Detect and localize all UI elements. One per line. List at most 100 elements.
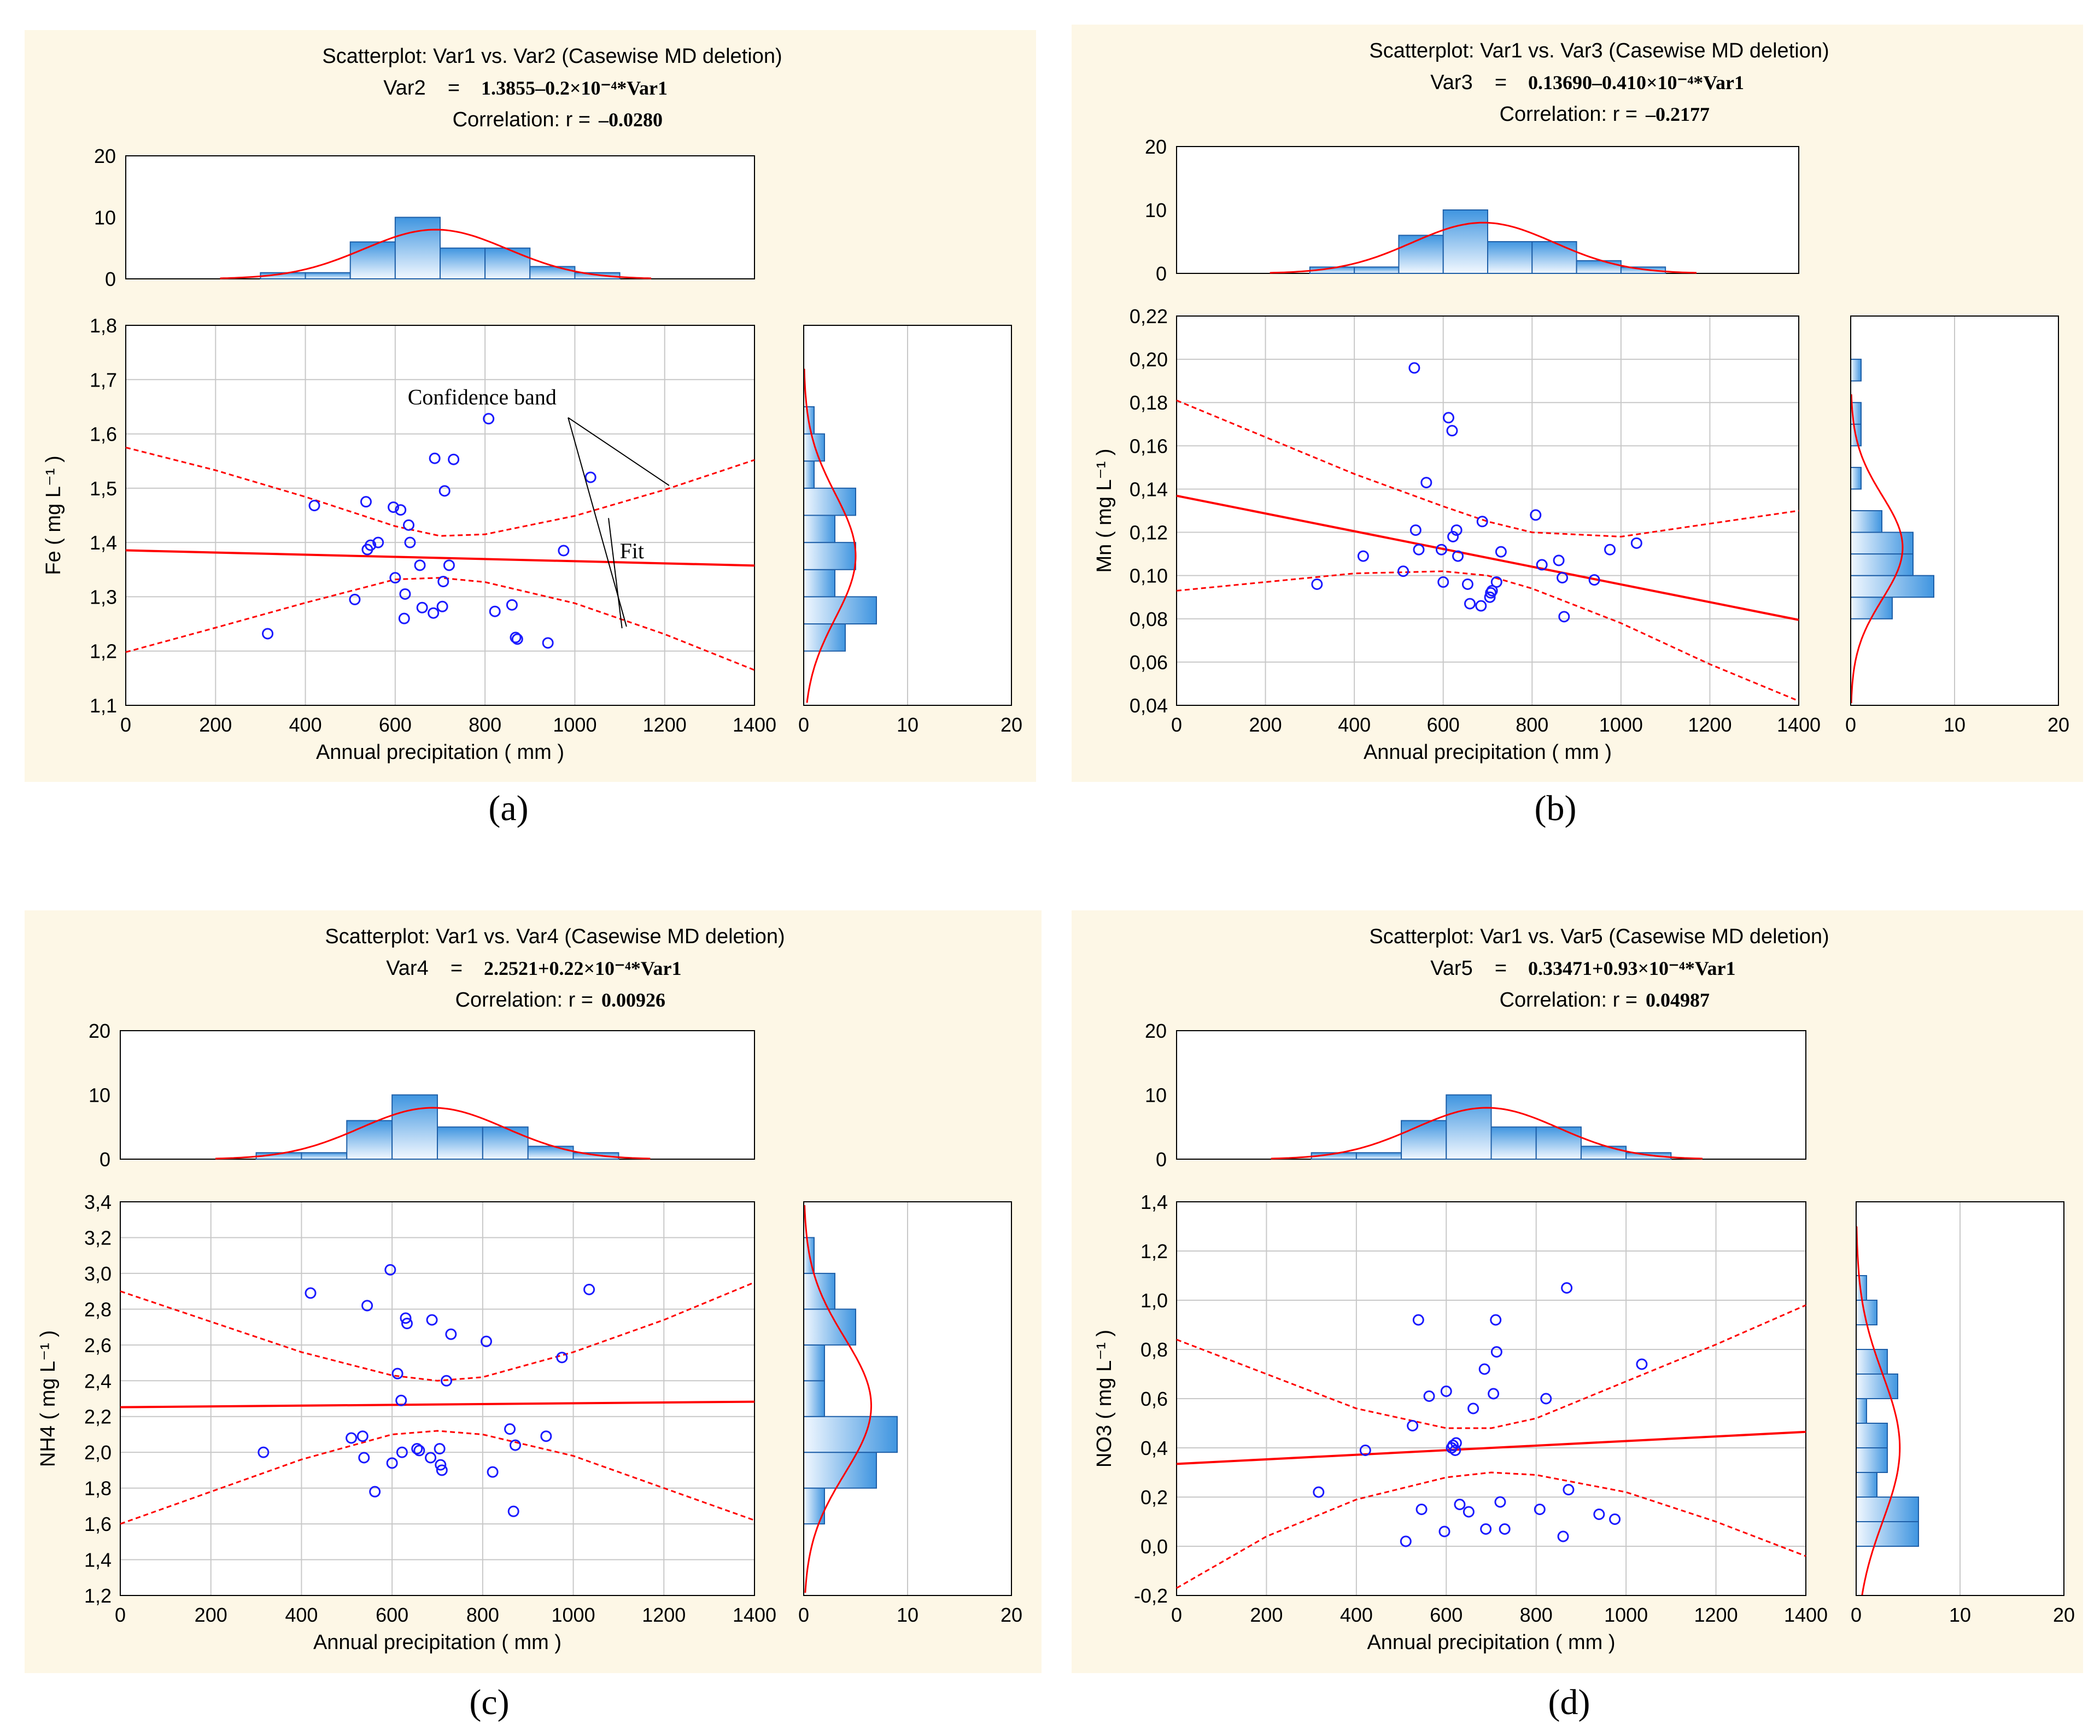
y-tick-label: 2,6 <box>84 1334 112 1357</box>
y-axis-label: Mn ( mg L⁻¹ ) <box>1093 449 1116 573</box>
chart-title: Scatterplot: Var1 vs. Var2 (Casewise MD … <box>322 45 782 68</box>
x-tick-label: 600 <box>379 714 412 736</box>
y-tick-label: 1,6 <box>84 1513 112 1535</box>
x-tick-label: 800 <box>1516 714 1548 736</box>
chart-title: Scatterplot: Var1 vs. Var5 (Casewise MD … <box>1369 925 1829 948</box>
data-point <box>1438 1525 1450 1538</box>
y-histogram-bar <box>1850 466 1862 490</box>
x-tick-label: 1000 <box>553 714 596 736</box>
data-point <box>1499 1523 1511 1535</box>
y-histogram-bar <box>1856 1373 1898 1399</box>
x-tick-label: 800 <box>469 714 501 736</box>
data-point <box>556 1352 568 1364</box>
chart-panel-c: Scatterplot: Var1 vs. Var4 (Casewise MD … <box>25 910 1042 1673</box>
y-tick-label: 1,0 <box>1140 1289 1168 1312</box>
correlation-label: Correlation: r = <box>1500 103 1637 126</box>
x-histogram-tick: 20 <box>1145 136 1167 158</box>
data-point <box>1435 543 1447 556</box>
data-point <box>511 633 523 645</box>
x-histogram-bar <box>1398 235 1444 274</box>
data-point <box>401 1318 413 1330</box>
equation-label: Var4 <box>386 957 428 980</box>
data-point <box>1311 578 1323 590</box>
y-histogram-bar <box>1856 1497 1919 1522</box>
scatter-plot-area <box>1176 315 1799 706</box>
data-point <box>1476 516 1488 528</box>
data-point <box>1408 362 1420 374</box>
equation-label: Var3 <box>1430 71 1472 94</box>
y-histogram-bar <box>1856 1423 1888 1448</box>
x-tick-label: 1200 <box>642 1604 686 1626</box>
y-histogram-bar <box>803 569 835 598</box>
y-histogram-tick: 20 <box>2053 1604 2075 1626</box>
y-tick-label: 0,14 <box>1130 478 1168 500</box>
data-point <box>1447 530 1459 542</box>
y-tick-label: 1,3 <box>90 586 117 608</box>
x-histogram-tick: 0 <box>105 268 116 290</box>
panel-caption: (b) <box>1535 788 1577 828</box>
x-histogram-bar <box>349 241 396 279</box>
x-tick-label: 1200 <box>643 714 687 736</box>
data-point <box>435 1459 447 1471</box>
confidence-band-upper <box>120 1281 755 1382</box>
x-histogram-bar <box>1531 241 1577 274</box>
data-point <box>1488 1388 1500 1400</box>
data-point <box>434 1443 446 1455</box>
data-point <box>1415 1504 1428 1515</box>
confidence-band-lower <box>120 1430 755 1525</box>
data-point <box>1450 524 1463 536</box>
y-axis-label: NH4 ( mg L⁻¹ ) <box>37 1330 60 1467</box>
data-point <box>1494 1496 1506 1508</box>
regression-fit-line <box>120 1400 755 1408</box>
data-point <box>1464 598 1476 610</box>
x-tick-label: 1200 <box>1688 714 1732 736</box>
data-point <box>1484 591 1496 603</box>
equation-label: Var2 <box>383 77 425 100</box>
confidence-band-upper <box>125 446 755 537</box>
x-tick-label: 200 <box>195 1604 227 1626</box>
y-histogram-bar <box>1856 1398 1867 1424</box>
data-point <box>1397 565 1409 577</box>
data-point <box>436 600 448 612</box>
data-point <box>346 1432 358 1444</box>
y-tick-label: 1,4 <box>90 531 117 554</box>
data-point <box>1461 578 1473 590</box>
data-point <box>395 504 407 516</box>
y-histogram-tick: 10 <box>1944 714 1966 736</box>
data-point <box>399 588 411 600</box>
x-histogram-bar <box>1576 260 1622 274</box>
panel-caption: (d) <box>1548 1682 1590 1722</box>
y-tick-label: 1,5 <box>90 477 117 500</box>
data-point <box>356 1430 368 1442</box>
y-tick-label: 0,12 <box>1130 522 1168 544</box>
equation-equals: = <box>1495 71 1507 94</box>
data-point <box>386 1457 398 1469</box>
y-axis-label: NO3 ( mg L⁻¹ ) <box>1093 1330 1116 1468</box>
data-point <box>436 1464 448 1476</box>
x-tick-label: 400 <box>285 1604 318 1626</box>
y-tick-label: 1,7 <box>90 369 117 391</box>
data-point <box>349 593 361 605</box>
y-histogram-bar <box>1850 553 1914 576</box>
data-point <box>1561 1282 1573 1294</box>
x-tick-label: 1000 <box>1599 714 1643 736</box>
data-point <box>1553 554 1565 566</box>
y-tick-label: 1,6 <box>90 423 117 446</box>
data-point <box>411 1443 423 1455</box>
x-tick-label: 200 <box>1250 1604 1283 1626</box>
data-point <box>1588 574 1600 586</box>
data-point <box>1400 1535 1412 1547</box>
data-point <box>1609 1513 1621 1525</box>
correlation-value: –0.0280 <box>598 109 663 131</box>
x-histogram-bar <box>1354 266 1400 274</box>
data-point <box>1313 1486 1325 1498</box>
y-normal-curve <box>804 1205 873 1593</box>
data-point <box>1558 611 1570 623</box>
x-tick-label: 1400 <box>1784 1604 1828 1626</box>
data-point <box>400 1312 412 1324</box>
x-histogram-tick: 0 <box>100 1148 110 1171</box>
correlation-label: Correlation: r = <box>453 108 590 131</box>
y-histogram-tick: 20 <box>1001 1604 1022 1626</box>
regression-fit-line <box>1176 1430 1806 1465</box>
x-histogram-bar <box>527 1145 574 1160</box>
